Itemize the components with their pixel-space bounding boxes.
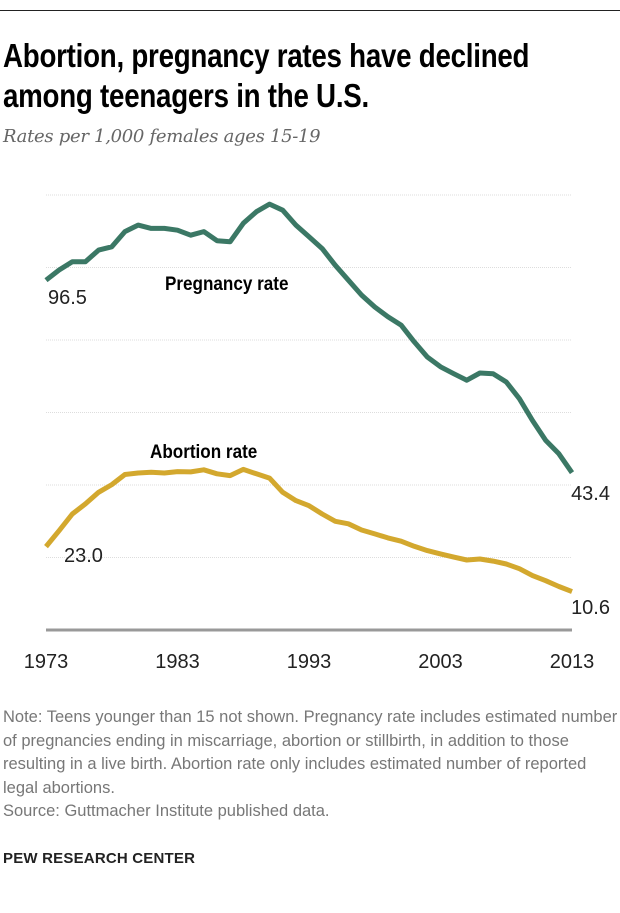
x-tick-labels: 1973 1983 1993 2003 2013: [24, 651, 595, 673]
x-tick-label: 1993: [287, 651, 332, 673]
x-tick-label: 2003: [418, 651, 463, 673]
series-lines: [44, 201, 575, 594]
start-value-label: 23.0: [64, 545, 103, 567]
chart-note: Note: Teens younger than 15 not shown. P…: [3, 706, 618, 824]
x-tick-label: 1983: [155, 651, 200, 673]
series-name-label: Abortion rate: [150, 441, 257, 462]
top-rule: [0, 10, 620, 11]
chart-subtitle: Rates per 1,000 females ages 15-19: [3, 126, 321, 147]
series-line-1: [44, 466, 573, 594]
chart-title: Abortion, pregnancy rates have declined …: [3, 37, 530, 114]
source-text: Source: Guttmacher Institute published d…: [3, 802, 330, 820]
series-line-0: [44, 201, 575, 475]
series-name-label: Pregnancy rate: [165, 273, 288, 294]
end-value-label: 43.4: [571, 483, 610, 505]
data-labels: Pregnancy rate 96.5 43.4 Abortion rate 23.0 1…: [48, 273, 610, 619]
brand-logo-text: PEW RESEARCH CENTER: [3, 850, 196, 867]
end-value-label: 10.6: [571, 597, 610, 619]
note-text: Note: Teens younger than 15 not shown. P…: [3, 708, 618, 797]
line-chart: 1973 1983 1993 2003 2013 Pregnancy rate 96.5 4…: [24, 194, 610, 673]
x-tick-label: 1973: [24, 651, 69, 673]
x-tick-label: 2013: [550, 651, 595, 673]
start-value-label: 96.5: [48, 287, 87, 309]
